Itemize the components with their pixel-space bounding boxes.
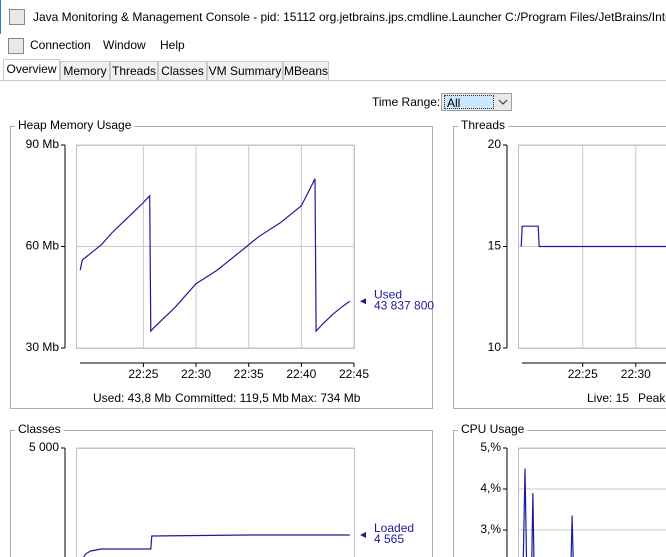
x-tick-label: 22:45 [339,367,369,381]
tab-line [0,80,666,81]
time-range-combo[interactable]: All [441,93,512,111]
combo-value: All [444,95,494,110]
x-tick-label: 22:25 [568,367,598,381]
menu-bar: Connection Window Help [0,34,666,56]
menu-icon[interactable] [8,38,24,54]
panel-title-bg [458,423,528,437]
legend-value: 4 565 [374,532,404,546]
panel-title: Classes [18,422,61,436]
y-tick-label: 5,% [480,440,501,454]
panel-title-bg [458,119,509,133]
tab[interactable]: Overview [3,59,60,80]
panel-footer: Peak: [638,391,666,405]
y-tick-label: 60 Mb [26,239,60,253]
tab[interactable]: VM Summary [207,61,283,80]
title-bar: Java Monitoring & Management Console - p… [0,0,666,34]
y-tick-label: 15 [488,239,502,253]
panel-title: Heap Memory Usage [18,118,132,132]
app-icon [9,9,25,25]
x-tick-label: 22:30 [621,367,651,381]
y-tick-label: 20 [488,137,502,151]
panel-footer: Max: 734 Mb [291,391,361,405]
panel-title: Threads [461,118,505,132]
tab[interactable]: MBeans [283,61,329,80]
panel-footer: Live: 15 [587,391,629,405]
series-line [83,534,350,557]
series-line [520,225,666,248]
y-tick-label: 4,% [480,481,501,495]
x-tick-label: 22:40 [286,367,316,381]
legend-marker [360,532,366,538]
y-tick-label: 30 Mb [26,340,60,354]
x-tick-label: 22:35 [234,367,264,381]
panel-title: CPU Usage [461,422,525,436]
y-tick-label: 90 Mb [26,137,60,151]
plot-area [518,448,666,557]
plot-area [76,448,355,557]
legend-name: Used [374,287,402,301]
legend-marker [360,298,366,305]
legend-name: Loaded [374,521,414,535]
panel-footer: Used: 43,8 Mb [93,391,171,405]
menu-item[interactable]: Window [103,38,146,52]
window-title: Java Monitoring & Management Console - p… [33,10,666,24]
combo-arrow [498,99,508,105]
tab[interactable]: Threads [110,61,158,80]
series-line [79,178,351,333]
series-line [522,468,574,557]
x-tick-label: 22:30 [181,367,211,381]
panel-title-bg [15,423,64,437]
y-tick-label: 10 [488,340,502,354]
x-tick-label: 22:25 [128,367,158,381]
panel-border [453,430,666,557]
y-tick-label: 5 000 [29,440,59,454]
panel-footer: Committed: 119,5 Mb [175,391,289,405]
panel-title-bg [15,119,135,133]
time-range-label: Time Range: [372,95,441,109]
menu-item[interactable]: Help [160,38,185,52]
legend-value: 43 837 800 [374,298,434,312]
panel-border [453,126,666,409]
y-tick-label: 3,% [480,522,501,536]
panel-border [10,430,433,557]
tab[interactable]: Classes [158,61,207,80]
panel-border [10,126,433,409]
tab[interactable]: Memory [60,61,110,80]
menu-item[interactable]: Connection [30,38,91,52]
